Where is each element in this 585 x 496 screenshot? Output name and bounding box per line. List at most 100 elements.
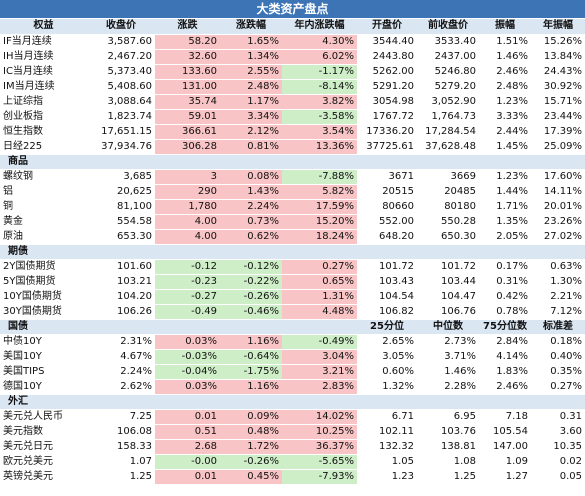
cell-ytd-change: 2.83% bbox=[282, 379, 357, 395]
cell-open: 1.05 bbox=[357, 454, 417, 470]
table-row: 黄金 554.58 4.00 0.73% 15.20% 552.00 550.28 1.35%… bbox=[0, 214, 585, 230]
cell-amplitude: 1.27 bbox=[479, 469, 531, 485]
section-blank-cell bbox=[282, 319, 357, 335]
cell-close: 3,685 bbox=[87, 169, 155, 185]
cell-name: 2Y国债期货 bbox=[0, 259, 87, 275]
table-row: 英镑兑美元 1.25 0.01 0.45% -7.93% 1.23 1.25 1.27 0.05 bbox=[0, 469, 585, 485]
table-row: IC当月连续 5,373.40 133.60 2.55% -1.17% 5262.00 52… bbox=[0, 64, 585, 80]
cell-amplitude: 1.23% bbox=[479, 94, 531, 110]
cell-ytd-change: -0.49% bbox=[282, 334, 357, 350]
table-row: 螺纹钢 3,685 3 0.08% -7.88% 3671 3669 1.23% 17.60% bbox=[0, 169, 585, 185]
cell-open: 103.43 bbox=[357, 274, 417, 290]
cell-change: -0.04% bbox=[155, 364, 220, 380]
table-row: 美国10Y 4.67% -0.03% -0.64% 3.04% 3.05% 3.71% 4.1… bbox=[0, 349, 585, 365]
table-row: IF当月连续 3,587.60 58.20 1.65% 4.30% 3544.40 3533… bbox=[0, 34, 585, 50]
cell-close: 1,823.74 bbox=[87, 109, 155, 125]
table-row: 恒生指数 17,651.15 366.61 2.12% 3.54% 17336.20 17,… bbox=[0, 124, 585, 140]
cell-ytd-change: -8.14% bbox=[282, 79, 357, 95]
cell-change-pct: 1.43% bbox=[220, 184, 282, 200]
cell-amplitude: 147.00 bbox=[479, 439, 531, 455]
cell-amplitude: 0.78% bbox=[479, 304, 531, 320]
cell-ytd-change: 3.54% bbox=[282, 124, 357, 140]
cell-amplitude: 2.84% bbox=[479, 334, 531, 350]
cell-close: 106.26 bbox=[87, 304, 155, 320]
cell-annual-amplitude: 17.60% bbox=[531, 169, 585, 185]
cell-ytd-change: -1.17% bbox=[282, 64, 357, 80]
cell-ytd-change: 5.82% bbox=[282, 184, 357, 200]
table-row: 铝 20,625 290 1.43% 5.82% 20515 20485 1.44% 14.11… bbox=[0, 184, 585, 200]
cell-change: 0.01 bbox=[155, 409, 220, 425]
cell-ytd-change: 10.25% bbox=[282, 424, 357, 440]
cell-amplitude: 105.54 bbox=[479, 424, 531, 440]
cell-name: 美国TIPS bbox=[0, 364, 87, 380]
cell-name: 中债10Y bbox=[0, 334, 87, 350]
asset-table: 权益 收盘价 涨跌 涨跌幅 年内涨跌幅 开盘价 前收盘价 振幅 年振幅 IF当月连续 3,587.6… bbox=[0, 19, 585, 485]
section-blank-cell bbox=[282, 394, 357, 410]
cell-open: 6.71 bbox=[357, 409, 417, 425]
table-row: 30Y国债期货 106.26 -0.49 -0.46% 4.48% 106.82 106.7… bbox=[0, 304, 585, 320]
cell-ytd-change: -7.93% bbox=[282, 469, 357, 485]
table-row: 美元兑人民币 7.25 0.01 0.09% 14.02% 6.71 6.95 7.18 0.3… bbox=[0, 409, 585, 425]
header-cell-annual-amplitude: 年振幅 bbox=[531, 19, 585, 35]
section-blank-cell bbox=[155, 394, 220, 410]
cell-open: 17336.20 bbox=[357, 124, 417, 140]
cell-amplitude: 1.09 bbox=[479, 454, 531, 470]
section-blank-cell bbox=[417, 244, 479, 260]
cell-open: 3.05% bbox=[357, 349, 417, 365]
cell-amplitude: 1.35% bbox=[479, 214, 531, 230]
section-blank-cell bbox=[282, 154, 357, 170]
cell-open: 3544.40 bbox=[357, 34, 417, 50]
cell-name: 30Y国债期货 bbox=[0, 304, 87, 320]
cell-annual-amplitude: 23.44% bbox=[531, 109, 585, 125]
cell-ytd-change: 3.82% bbox=[282, 94, 357, 110]
cell-name: 美国10Y bbox=[0, 349, 87, 365]
table-row: 欧元兑美元 1.07 -0.00 -0.26% -5.65% 1.05 1.08 1.09 0.… bbox=[0, 454, 585, 470]
section-row: 商品 bbox=[0, 154, 585, 170]
cell-annual-amplitude: 17.39% bbox=[531, 124, 585, 140]
cell-change: 0.01 bbox=[155, 469, 220, 485]
cell-close: 20,625 bbox=[87, 184, 155, 200]
cell-ytd-change: 0.65% bbox=[282, 274, 357, 290]
cell-ytd-change: 13.36% bbox=[282, 139, 357, 155]
cell-ytd-change: 3.04% bbox=[282, 349, 357, 365]
cell-ytd-change: -7.88% bbox=[282, 169, 357, 185]
table-row: 美国TIPS 2.24% -0.04% -1.75% 3.21% 0.60% 1.46% 1.… bbox=[0, 364, 585, 380]
cell-name: 美元指数 bbox=[0, 424, 87, 440]
cell-open: 132.32 bbox=[357, 439, 417, 455]
section-subheader-cell: 标准差 bbox=[531, 319, 585, 335]
section-blank-cell bbox=[220, 244, 282, 260]
cell-change-pct: 0.81% bbox=[220, 139, 282, 155]
section-blank-cell bbox=[87, 244, 155, 260]
header-row: 权益 收盘价 涨跌 涨跌幅 年内涨跌幅 开盘价 前收盘价 振幅 年振幅 bbox=[0, 19, 585, 35]
cell-prev-close: 17,284.54 bbox=[417, 124, 479, 140]
cell-amplitude: 4.14% bbox=[479, 349, 531, 365]
table-row: 日经225 37,934.76 306.28 0.81% 13.36% 37725.61 3… bbox=[0, 139, 585, 155]
cell-name: 黄金 bbox=[0, 214, 87, 230]
cell-change: 0.03% bbox=[155, 334, 220, 350]
cell-change-pct: 0.08% bbox=[220, 169, 282, 185]
cell-annual-amplitude: 13.84% bbox=[531, 49, 585, 65]
cell-close: 554.58 bbox=[87, 214, 155, 230]
cell-change: 2.68 bbox=[155, 439, 220, 455]
cell-annual-amplitude: 0.27% bbox=[531, 379, 585, 395]
section-row: 外汇 bbox=[0, 394, 585, 410]
cell-change: 306.28 bbox=[155, 139, 220, 155]
cell-prev-close: 650.30 bbox=[417, 229, 479, 245]
header-cell-change: 涨跌 bbox=[155, 19, 220, 35]
cell-change: 4.00 bbox=[155, 214, 220, 230]
cell-name: 铜 bbox=[0, 199, 87, 215]
section-label: 国债 bbox=[0, 319, 87, 335]
cell-change-pct: -0.12% bbox=[220, 259, 282, 275]
header-cell-change-pct: 涨跌幅 bbox=[220, 19, 282, 35]
table-row: 德国10Y 2.62% 0.03% 1.16% 2.83% 1.32% 2.28% 2.46%… bbox=[0, 379, 585, 395]
cell-ytd-change: -3.58% bbox=[282, 109, 357, 125]
cell-open: 0.60% bbox=[357, 364, 417, 380]
cell-name: 原油 bbox=[0, 229, 87, 245]
cell-amplitude: 2.44% bbox=[479, 124, 531, 140]
cell-name: 螺纹钢 bbox=[0, 169, 87, 185]
table-row: 上证综指 3,088.64 35.74 1.17% 3.82% 3054.98 3,052.… bbox=[0, 94, 585, 110]
section-blank-cell bbox=[155, 154, 220, 170]
cell-change: 32.60 bbox=[155, 49, 220, 65]
section-blank-cell bbox=[479, 154, 531, 170]
